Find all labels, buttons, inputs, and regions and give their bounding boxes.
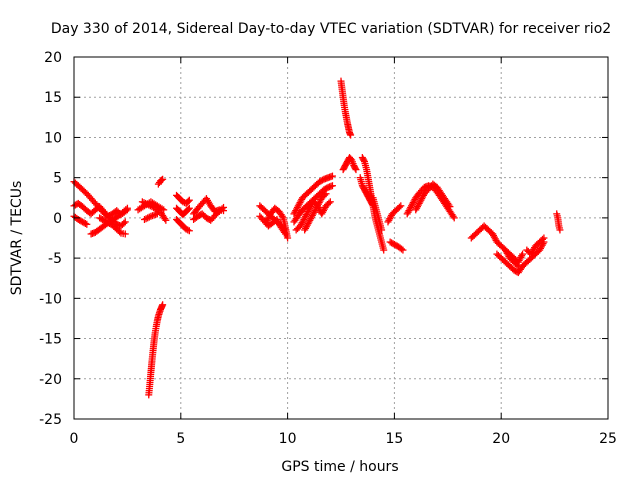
data-point-fill: [142, 215, 150, 223]
data-point: [159, 301, 167, 309]
data-point-fill: [449, 212, 457, 220]
data-point-fill: [184, 197, 192, 205]
data-point-fill: [81, 220, 89, 228]
y-tick-label: -10: [39, 291, 62, 307]
tick-labels: 0 5 10 15 20 25 -25 -20 -15 -10 -5 0 5 10 15 20: [39, 50, 617, 447]
data-point-fill: [142, 199, 150, 207]
data-point-fill: [116, 228, 124, 236]
data-point-fill: [395, 203, 403, 211]
data-point-fill: [140, 199, 148, 207]
data-point-fill: [184, 226, 192, 234]
data-point-fill: [148, 203, 156, 211]
data-point-fill: [518, 252, 526, 260]
data-point-fill: [360, 156, 368, 164]
data-point-fill: [120, 219, 128, 227]
data-point-fill: [146, 202, 154, 210]
data-point: [450, 214, 458, 222]
data-point: [153, 210, 161, 218]
data-point: [397, 202, 405, 210]
data-point: [322, 190, 330, 198]
data-point: [160, 206, 168, 214]
data-point: [399, 246, 407, 254]
data-point: [326, 198, 334, 206]
y-axis-label: SDTVAR / TECUs: [9, 181, 25, 296]
y-tick-label: -20: [39, 372, 62, 388]
chart-title: Day 330 of 2014, Sidereal Day-to-day VTE…: [51, 21, 611, 37]
data-point-fill: [398, 245, 406, 253]
data-point: [145, 201, 153, 209]
y-tick-label: 5: [53, 171, 62, 187]
data-point: [556, 226, 564, 234]
data-point-fill: [513, 261, 521, 269]
plot-frame: [73, 56, 609, 420]
data-points: [70, 77, 564, 399]
data-point-fill: [158, 176, 166, 184]
data-point: [378, 226, 386, 234]
x-tick-label: 0: [70, 431, 79, 447]
data-point: [446, 203, 454, 211]
data-point: [182, 225, 190, 233]
data-point: [121, 218, 129, 226]
data-point: [328, 172, 336, 180]
data-point-fill: [325, 199, 333, 207]
data-point: [540, 234, 548, 242]
data-point: [284, 234, 292, 242]
x-tick-label: 10: [279, 431, 297, 447]
data-point-fill: [445, 201, 453, 209]
data-point: [352, 166, 360, 174]
data-point: [138, 198, 146, 206]
y-tick-label: 0: [53, 211, 62, 227]
data-point: [121, 230, 129, 238]
data-point-fill: [321, 191, 329, 199]
x-tick-label: 25: [599, 431, 617, 447]
x-tick-label: 15: [385, 431, 403, 447]
data-point: [328, 182, 336, 190]
x-tick-label: 5: [176, 431, 185, 447]
data-point-fill: [161, 215, 169, 223]
data-point: [159, 175, 167, 183]
data-point: [380, 246, 388, 254]
data-point: [140, 215, 148, 223]
data-point-fill: [351, 164, 359, 172]
x-tick-label: 20: [492, 431, 510, 447]
y-tick-label: 20: [44, 50, 62, 66]
data-point: [185, 204, 193, 212]
data-point-fill: [278, 212, 286, 220]
data-point: [162, 216, 170, 224]
y-tick-label: -25: [39, 412, 62, 428]
data-point-fill: [145, 213, 153, 221]
data-point-fill: [218, 205, 226, 213]
data-point: [519, 250, 527, 258]
data-point-fill: [122, 206, 130, 214]
y-tick-label: 10: [44, 130, 62, 146]
data-point-fill: [143, 200, 151, 208]
axis-ticks: [73, 56, 609, 420]
data-point: [123, 204, 131, 212]
data-point: [185, 196, 193, 204]
data-point: [185, 227, 193, 235]
data-point: [83, 220, 91, 228]
x-axis-label: GPS time / hours: [281, 459, 398, 475]
data-point: [220, 203, 228, 211]
data-point-fill: [144, 214, 152, 222]
y-tick-label: 15: [44, 90, 62, 106]
data-point-fill: [538, 235, 546, 243]
y-tick-label: -5: [48, 251, 62, 267]
data-point: [347, 131, 355, 139]
y-tick-label: -15: [39, 332, 62, 348]
data-point-fill: [184, 205, 192, 213]
